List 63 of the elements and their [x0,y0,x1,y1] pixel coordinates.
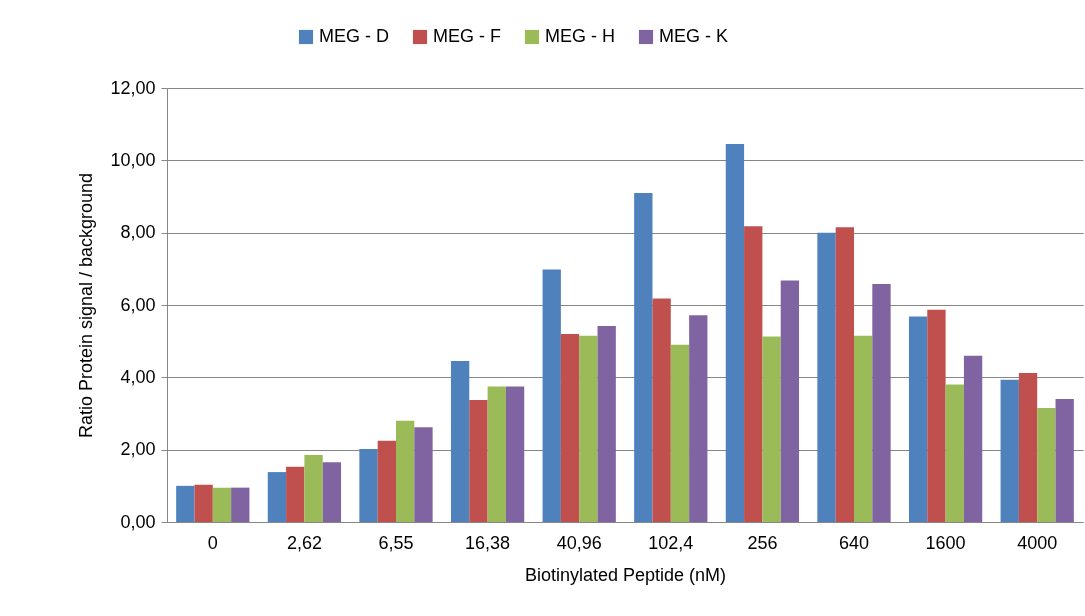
y-axis-title: Ratio Protein signal / background [76,172,97,439]
bar [670,344,690,522]
bar [322,462,342,522]
bar [212,487,232,522]
x-tick-label: 640 [838,532,870,553]
bar [231,487,250,522]
bar [359,448,378,522]
bar [560,333,580,522]
x-tick-label: 16,38 [465,532,511,553]
bar [469,400,488,522]
bar [579,335,598,522]
bar [542,269,561,522]
bar [450,361,470,522]
y-tick-label: 6,00 [120,294,156,315]
bar [396,420,415,522]
bar [780,280,800,522]
bar [176,485,195,522]
bar [908,316,928,522]
x-tick-label: 256 [747,532,778,553]
y-tick-label: 8,00 [120,222,156,243]
bar [414,427,433,522]
bar [597,325,616,522]
bar [652,298,671,522]
x-tick-label: 6,55 [378,532,414,553]
bar [1037,408,1056,522]
y-tick-label: 0,00 [120,511,156,532]
bar [377,440,396,522]
bar [194,484,213,522]
bar [872,284,891,522]
bar [725,144,745,522]
bar [854,335,873,522]
y-tick-label: 4,00 [120,366,156,387]
y-tick-label: 12,00 [110,77,156,98]
bar [304,455,323,522]
legend-label: MEG - H [545,26,615,46]
x-tick-label: 102,4 [648,532,694,553]
bar [1000,379,1019,522]
bar [1055,399,1074,522]
x-tick-label: 0 [207,532,218,553]
bar [1018,372,1038,522]
x-axis-title: Biotinylated Peptide (nM) [524,564,727,585]
x-tick-label: 1600 [925,532,966,553]
bar [634,192,653,522]
bar [817,232,836,522]
bar [689,315,708,522]
legend-label: MEG - K [659,26,729,46]
bar [505,386,525,522]
legend-label: MEG - F [433,26,501,46]
bar [927,309,946,522]
bar [744,226,763,522]
bar [286,466,305,522]
x-tick-label: 2,62 [286,532,322,553]
bar [945,384,964,522]
bar [762,336,781,522]
x-tick-label: 40,96 [556,532,602,553]
bar [835,227,854,522]
legend-label: MEG - D [319,26,389,46]
bar [267,472,287,522]
y-tick-label: 10,00 [110,149,156,170]
bar [487,386,506,522]
x-tick-label: 4000 [1017,532,1058,553]
y-tick-label: 2,00 [120,439,156,460]
bar [963,355,983,522]
